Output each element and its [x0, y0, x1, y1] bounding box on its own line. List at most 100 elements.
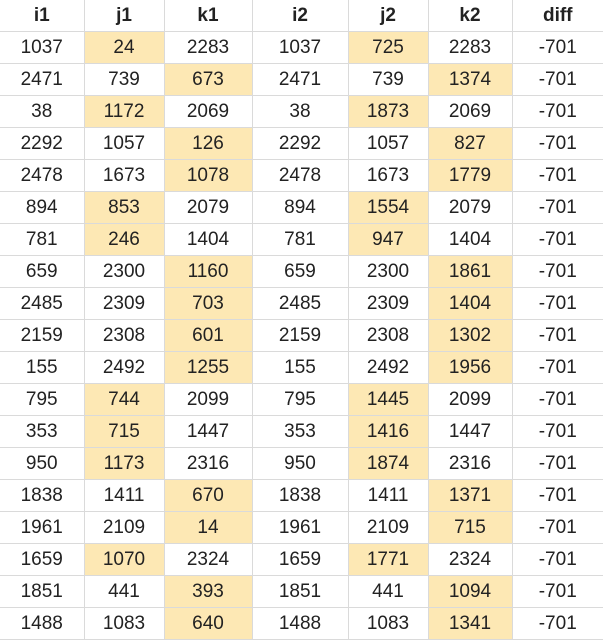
cell-j2[interactable]: 1673	[347, 159, 429, 192]
cell-i2[interactable]: 1488	[251, 607, 349, 640]
cell-j1[interactable]: 1172	[83, 95, 165, 128]
cell-k2[interactable]: 2324	[427, 543, 513, 576]
cell-i2[interactable]: 38	[251, 95, 349, 128]
cell-k1[interactable]: 2316	[163, 447, 253, 480]
column-header-j2[interactable]: j2	[347, 0, 429, 32]
cell-diff[interactable]: -701	[511, 415, 603, 448]
cell-j2[interactable]: 1771	[347, 543, 429, 576]
cell-i2[interactable]: 2292	[251, 127, 349, 160]
cell-i2[interactable]: 795	[251, 383, 349, 416]
cell-j1[interactable]: 739	[83, 63, 165, 96]
cell-j1[interactable]: 2109	[83, 511, 165, 544]
cell-i1[interactable]: 1659	[0, 543, 85, 576]
cell-i2[interactable]: 1961	[251, 511, 349, 544]
cell-k2[interactable]: 1371	[427, 479, 513, 512]
cell-diff[interactable]: -701	[511, 319, 603, 352]
cell-i1[interactable]: 1961	[0, 511, 85, 544]
cell-j1[interactable]: 441	[83, 575, 165, 608]
cell-j1[interactable]: 715	[83, 415, 165, 448]
cell-diff[interactable]: -701	[511, 255, 603, 288]
cell-k1[interactable]: 393	[163, 575, 253, 608]
cell-k2[interactable]: 1779	[427, 159, 513, 192]
cell-j2[interactable]: 1057	[347, 127, 429, 160]
cell-i2[interactable]: 1659	[251, 543, 349, 576]
cell-diff[interactable]: -701	[511, 575, 603, 608]
cell-diff[interactable]: -701	[511, 351, 603, 384]
cell-i1[interactable]: 950	[0, 447, 85, 480]
cell-i2[interactable]: 659	[251, 255, 349, 288]
cell-j2[interactable]: 739	[347, 63, 429, 96]
cell-j1[interactable]: 1173	[83, 447, 165, 480]
cell-k2[interactable]: 1404	[427, 287, 513, 320]
cell-j2[interactable]: 2109	[347, 511, 429, 544]
cell-j2[interactable]: 2492	[347, 351, 429, 384]
cell-i1[interactable]: 2478	[0, 159, 85, 192]
cell-j2[interactable]: 2308	[347, 319, 429, 352]
cell-k2[interactable]: 2069	[427, 95, 513, 128]
cell-k2[interactable]: 2316	[427, 447, 513, 480]
column-header-k1[interactable]: k1	[163, 0, 253, 32]
cell-k2[interactable]: 715	[427, 511, 513, 544]
column-header-j1[interactable]: j1	[83, 0, 165, 32]
cell-k2[interactable]: 1447	[427, 415, 513, 448]
cell-k2[interactable]: 2283	[427, 31, 513, 64]
cell-i1[interactable]: 1037	[0, 31, 85, 64]
cell-i2[interactable]: 2485	[251, 287, 349, 320]
cell-k1[interactable]: 1160	[163, 255, 253, 288]
cell-k1[interactable]: 14	[163, 511, 253, 544]
cell-i1[interactable]: 795	[0, 383, 85, 416]
cell-i1[interactable]: 2471	[0, 63, 85, 96]
cell-k2[interactable]: 1861	[427, 255, 513, 288]
cell-i1[interactable]: 659	[0, 255, 85, 288]
cell-i2[interactable]: 1851	[251, 575, 349, 608]
cell-i2[interactable]: 781	[251, 223, 349, 256]
cell-i1[interactable]: 1838	[0, 479, 85, 512]
cell-j1[interactable]: 2300	[83, 255, 165, 288]
cell-k1[interactable]: 2099	[163, 383, 253, 416]
cell-k1[interactable]: 601	[163, 319, 253, 352]
cell-i2[interactable]: 950	[251, 447, 349, 480]
column-header-diff[interactable]: diff	[511, 0, 603, 32]
cell-j1[interactable]: 24	[83, 31, 165, 64]
cell-i1[interactable]: 1488	[0, 607, 85, 640]
cell-k1[interactable]: 640	[163, 607, 253, 640]
cell-j2[interactable]: 2309	[347, 287, 429, 320]
cell-k2[interactable]: 1374	[427, 63, 513, 96]
cell-k2[interactable]: 1341	[427, 607, 513, 640]
cell-k1[interactable]: 2283	[163, 31, 253, 64]
cell-j2[interactable]: 1416	[347, 415, 429, 448]
cell-k1[interactable]: 703	[163, 287, 253, 320]
cell-diff[interactable]: -701	[511, 95, 603, 128]
cell-i1[interactable]: 155	[0, 351, 85, 384]
cell-diff[interactable]: -701	[511, 223, 603, 256]
cell-i2[interactable]: 353	[251, 415, 349, 448]
cell-k2[interactable]: 1404	[427, 223, 513, 256]
cell-j1[interactable]: 1070	[83, 543, 165, 576]
cell-i1[interactable]: 2485	[0, 287, 85, 320]
cell-j1[interactable]: 246	[83, 223, 165, 256]
cell-k1[interactable]: 1404	[163, 223, 253, 256]
cell-i2[interactable]: 155	[251, 351, 349, 384]
cell-j1[interactable]: 1673	[83, 159, 165, 192]
cell-diff[interactable]: -701	[511, 31, 603, 64]
cell-j1[interactable]: 1411	[83, 479, 165, 512]
cell-i1[interactable]: 2292	[0, 127, 85, 160]
cell-k1[interactable]: 670	[163, 479, 253, 512]
cell-i2[interactable]: 894	[251, 191, 349, 224]
cell-j2[interactable]: 1554	[347, 191, 429, 224]
cell-diff[interactable]: -701	[511, 127, 603, 160]
cell-j2[interactable]: 947	[347, 223, 429, 256]
cell-j1[interactable]: 1057	[83, 127, 165, 160]
cell-diff[interactable]: -701	[511, 447, 603, 480]
cell-i1[interactable]: 353	[0, 415, 85, 448]
cell-j1[interactable]: 1083	[83, 607, 165, 640]
cell-k1[interactable]: 1255	[163, 351, 253, 384]
cell-j2[interactable]: 1411	[347, 479, 429, 512]
cell-k2[interactable]: 2079	[427, 191, 513, 224]
cell-k2[interactable]: 1094	[427, 575, 513, 608]
cell-k1[interactable]: 2324	[163, 543, 253, 576]
cell-diff[interactable]: -701	[511, 607, 603, 640]
cell-diff[interactable]: -701	[511, 191, 603, 224]
cell-j1[interactable]: 744	[83, 383, 165, 416]
cell-diff[interactable]: -701	[511, 383, 603, 416]
